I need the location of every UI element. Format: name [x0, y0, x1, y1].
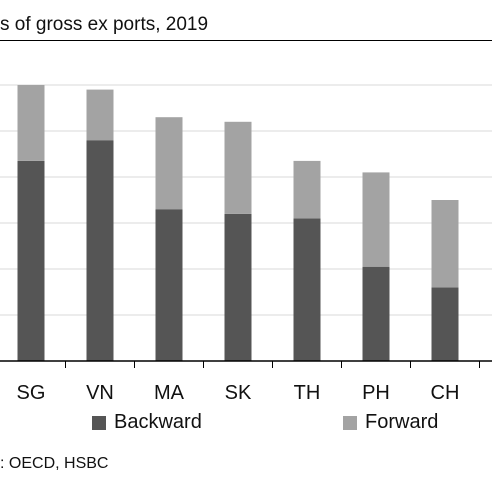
bar-backward-vn: [86, 140, 114, 361]
bar-backward-ph: [362, 266, 390, 361]
legend-item-forward: Forward: [343, 411, 438, 434]
bar-forward-sg: [17, 85, 45, 161]
x-axis-labels: SG VN MA SK TH PH CH: [17, 382, 460, 404]
bar-forward-ma: [155, 117, 183, 210]
x-tick-label: MA: [154, 382, 185, 404]
legend-swatch-backward: [92, 415, 106, 430]
bar-forward-th: [293, 160, 321, 219]
bar-forward-ph: [362, 172, 390, 267]
chart-title: s of gross ex ports, 2019: [0, 14, 209, 35]
x-tick-label: SK: [225, 382, 252, 404]
bar-forward-vn: [86, 89, 114, 141]
title-rule: [0, 40, 492, 41]
bars: [17, 85, 459, 361]
bar-backward-ch: [431, 287, 459, 361]
x-tick-label: SG: [17, 382, 46, 404]
x-tick-label: CH: [431, 382, 460, 404]
bar-backward-th: [293, 218, 321, 361]
x-axis-ticks: [65, 361, 480, 368]
bar-forward-ch: [431, 200, 459, 288]
legend-swatch-forward: [343, 415, 357, 430]
bar-backward-sk: [224, 213, 252, 361]
x-tick-label: TH: [294, 382, 321, 404]
legend-label-forward: Forward: [365, 411, 439, 433]
legend-label-backward: Backward: [114, 411, 202, 433]
x-tick-label: PH: [362, 382, 390, 404]
source-note: : OECD, HSBC: [0, 455, 109, 472]
bar-chart: SG VN MA SK TH PH CH: [0, 84, 492, 404]
bar-backward-ma: [155, 209, 183, 361]
x-tick-label: VN: [86, 382, 114, 404]
legend-item-backward: Backward: [92, 411, 202, 434]
bar-backward-sg: [17, 160, 45, 361]
bar-forward-sk: [224, 121, 252, 214]
